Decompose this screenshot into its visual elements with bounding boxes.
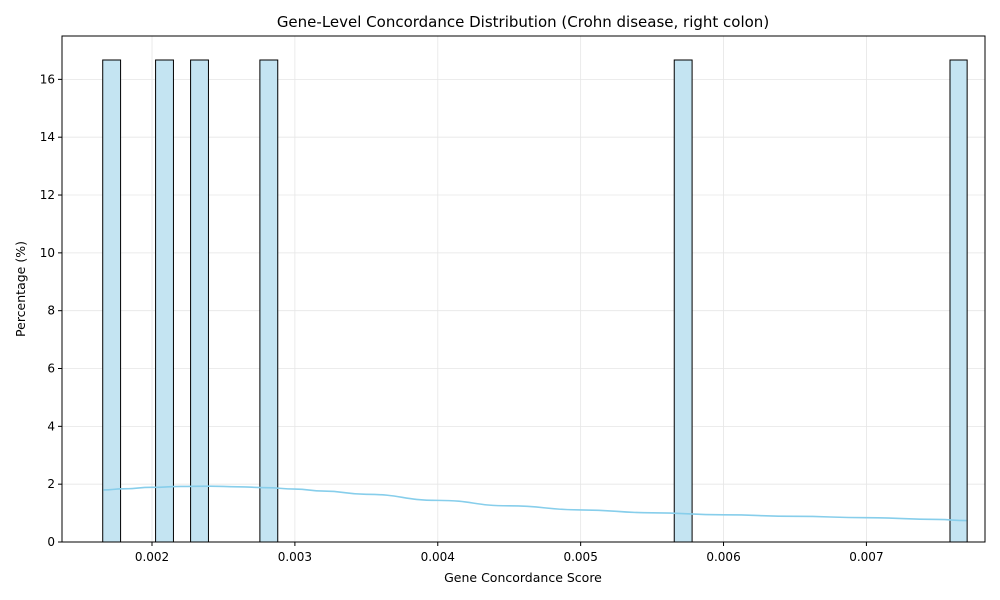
x-tick-label: 0.004 — [421, 550, 455, 564]
x-tick-label: 0.003 — [278, 550, 312, 564]
x-tick-label: 0.006 — [706, 550, 740, 564]
plot-frame — [61, 35, 986, 543]
x-tick-label: 0.002 — [135, 550, 169, 564]
y-tick-label: 12 — [40, 188, 55, 202]
y-axis-label: Percentage (%) — [13, 241, 28, 337]
kde-curve — [103, 485, 967, 522]
x-tick-label: 0.005 — [563, 550, 597, 564]
chart-title: Gene-Level Concordance Distribution (Cro… — [277, 13, 769, 31]
y-tick-label: 6 — [47, 362, 55, 376]
histogram-bar — [102, 59, 122, 543]
histogram-bar — [949, 59, 968, 543]
y-tick-label: 8 — [47, 304, 55, 318]
y-tick-label: 0 — [47, 535, 55, 549]
y-tick-label: 2 — [47, 477, 55, 491]
histogram-bar — [155, 59, 174, 543]
x-tick-label: 0.007 — [849, 550, 883, 564]
histogram-bars — [102, 59, 968, 543]
histogram-bar — [190, 59, 209, 543]
grid-lines — [62, 36, 985, 543]
x-axis-label: Gene Concordance Score — [444, 570, 602, 585]
y-tick-label: 4 — [47, 419, 55, 433]
y-tick-label: 10 — [40, 246, 55, 260]
kde-line — [103, 485, 967, 522]
histogram-bar — [259, 59, 279, 543]
y-tick-label: 14 — [40, 130, 55, 144]
histogram-bar — [673, 59, 693, 543]
axes-frame — [61, 35, 986, 543]
y-tick-label: 16 — [40, 72, 55, 86]
axis-ticks: 0.002 0.003 0.004 0.005 0.006 0.007 0 2 4 6 8 10 12 1… — [40, 72, 884, 564]
